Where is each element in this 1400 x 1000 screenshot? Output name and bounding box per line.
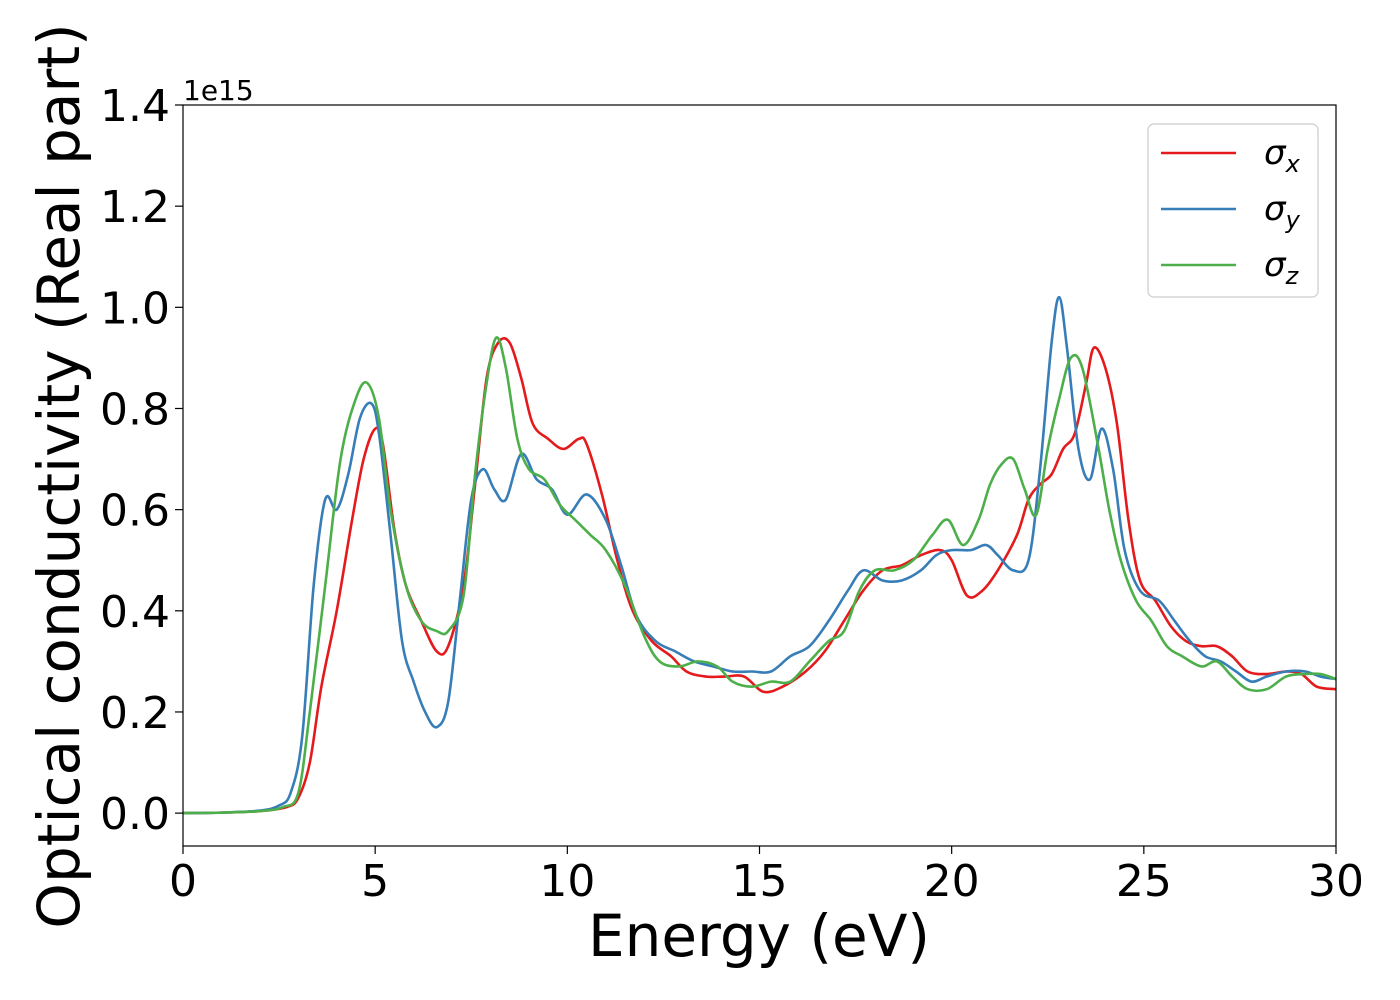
legend-label-sigma-z: σz [1264,245,1300,290]
y-tick-label: 1.2 [100,182,170,233]
x-axis-title: Energy (eV) [588,902,930,970]
x-tick-label: 25 [1116,856,1172,907]
x-tick-label: 15 [732,856,788,907]
x-tick-label: 5 [361,856,389,907]
x-tick-label: 20 [924,856,980,907]
y-tick-label: 0.4 [100,587,170,638]
y-tick-label: 0.8 [100,384,170,435]
plot-frame [182,104,1337,847]
series-layer [183,295,1336,815]
x-tick-label: 0 [169,856,197,907]
y-tick-label: 0.2 [100,688,170,739]
y-tick-label: 0.6 [100,486,170,537]
x-tick-label: 10 [539,856,595,907]
series-line-sigma-y [183,295,1336,815]
x-axis: 0 5 10 15 20 25 30 [169,846,1364,907]
y-offset-label: 1e15 [183,74,254,107]
legend-label-sigma-y: σy [1264,189,1301,234]
series-line-sigma-z [183,336,1336,815]
y-axis-title: Optical conductivity (Real part) [25,23,93,928]
legend-label-sigma-x: σx [1264,133,1301,178]
legend-frame [1147,123,1319,298]
y-axis: 0.0 0.2 0.4 0.6 0.8 1.0 1.2 1.4 [100,81,183,840]
y-tick-label: 1.0 [100,283,170,334]
y-tick-label: 0.0 [100,789,170,840]
y-tick-label: 1.4 [100,81,170,132]
legend: σx σy σz [1147,123,1319,298]
plot-background [183,105,1336,846]
x-tick-label: 30 [1308,856,1364,907]
